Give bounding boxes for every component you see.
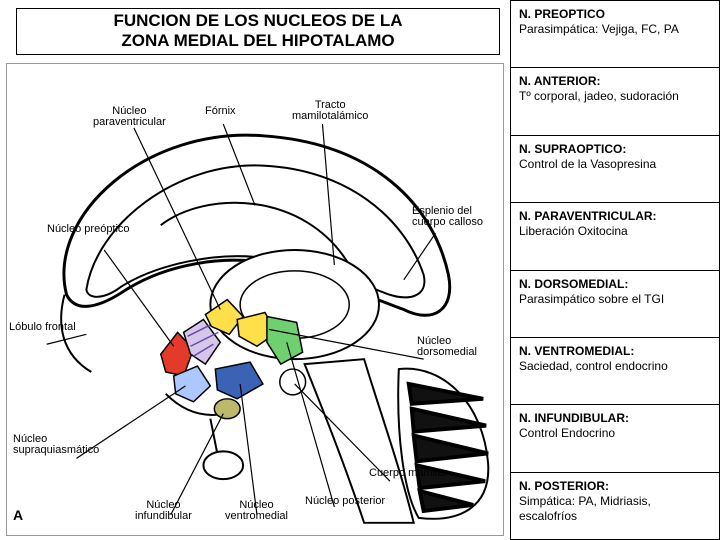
label-nucleo-ventromedial: Núcleoventromedial <box>225 500 288 523</box>
label-nucleo-dorsomedial: Núcleodorsomedial <box>417 336 477 359</box>
label-lobulo-frontal: Lóbulo frontal <box>9 322 76 334</box>
label-nucleo-infundibular: Núcleoinfundibular <box>135 500 192 523</box>
label-nucleo-posterior: Núcleo posterior <box>305 496 385 508</box>
brain-svg <box>7 64 503 535</box>
cell-anterior: N. ANTERIOR: Tº corporal, jadeo, sudorac… <box>510 68 720 135</box>
heading-preoptico: N. PREOPTICO <box>519 7 711 22</box>
cerebellum <box>398 368 488 518</box>
heading-dorsomedial: N. DORSOMEDIAL: <box>519 277 711 292</box>
label-fornix: Fórnix <box>205 106 236 118</box>
right-panel: N. PREOPTICO Parasimpática: Vejiga, FC, … <box>510 0 720 540</box>
nucleo-ventromedial-shape <box>215 362 263 399</box>
cell-infundibular: N. INFUNDIBULAR: Control Endocrino <box>510 405 720 472</box>
cell-dorsomedial: N. DORSOMEDIAL: Parasimpático sobre el T… <box>510 271 720 338</box>
heading-supraoptico: N. SUPRAOPTICO: <box>519 142 711 157</box>
heading-anterior: N. ANTERIOR: <box>519 74 711 89</box>
heading-ventromedial: N. VENTROMEDIAL: <box>519 344 711 359</box>
heading-posterior: N. POSTERIOR: <box>519 479 711 494</box>
body-ventromedial: Saciedad, control endocrino <box>519 359 668 373</box>
cell-preoptico: N. PREOPTICO Parasimpática: Vejiga, FC, … <box>510 0 720 68</box>
title-line2: ZONA MEDIAL DEL HIPOTALAMO <box>121 31 394 50</box>
title-box: FUNCION DE LOS NUCLEOS DE LA ZONA MEDIAL… <box>16 8 500 55</box>
label-nucleo-supraquiasmatico: Núcleosupraquiasmático <box>13 434 99 457</box>
title-line1: FUNCION DE LOS NUCLEOS DE LA <box>113 11 402 30</box>
heading-paraventricular: N. PARAVENTRICULAR: <box>519 209 711 224</box>
heading-infundibular: N. INFUNDIBULAR: <box>519 411 711 426</box>
corner-letter: A <box>13 508 23 523</box>
body-anterior: Tº corporal, jadeo, sudoración <box>519 89 679 103</box>
label-cuerpo-mamilar: Cuerpo mamilar <box>369 468 447 480</box>
label-esplenio: Esplenio delcuerpo calloso <box>412 206 483 229</box>
body-paraventricular: Liberación Oxitocina <box>519 224 628 238</box>
body-supraoptico: Control de la Vasopresina <box>519 157 656 171</box>
body-preoptico: Parasimpática: Vejiga, FC, PA <box>519 22 679 36</box>
brain-diagram: Núcleoparaventricular Fórnix Tractomamil… <box>6 63 504 536</box>
body-dorsomedial: Parasimpático sobre el TGI <box>519 292 664 306</box>
label-tracto-mamilotalamico: Tractomamilotalámico <box>292 100 368 123</box>
body-infundibular: Control Endocrino <box>519 426 615 440</box>
left-panel: FUNCION DE LOS NUCLEOS DE LA ZONA MEDIAL… <box>0 0 510 540</box>
cell-paraventricular: N. PARAVENTRICULAR: Liberación Oxitocina <box>510 203 720 270</box>
body-posterior: Simpática: PA, Midriasis, escalofríos <box>519 494 651 523</box>
cell-ventromedial: N. VENTROMEDIAL: Saciedad, control endoc… <box>510 338 720 405</box>
label-nucleo-preoptico: Núcleo preóptico <box>47 224 130 236</box>
label-nucleo-paraventricular: Núcleoparaventricular <box>93 106 166 129</box>
pituitary <box>203 451 243 479</box>
nucleo-infundibular-shape <box>214 399 240 419</box>
cell-supraoptico: N. SUPRAOPTICO: Control de la Vasopresin… <box>510 136 720 203</box>
cell-posterior: N. POSTERIOR: Simpática: PA, Midriasis, … <box>510 473 720 540</box>
